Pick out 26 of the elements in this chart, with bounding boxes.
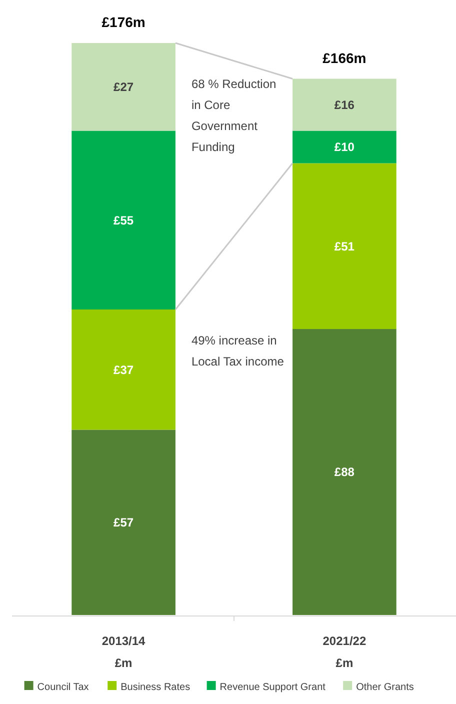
data-label: £57 [114, 516, 134, 530]
bar [292, 329, 396, 615]
bar [72, 310, 176, 430]
data-label: £88 [334, 465, 355, 480]
data-label: £10 [334, 140, 355, 154]
legend-label: Business Rates [120, 682, 190, 693]
total-label: £176m [102, 14, 146, 30]
data-label: £37 [114, 362, 134, 377]
data-label: £55 [114, 213, 134, 228]
annotation: 68 % Reduction in Core Government Funding [191, 77, 276, 154]
legend-label: Council Tax [37, 682, 89, 693]
annotation: 49% increase in Local Tax income [191, 334, 284, 368]
bar [72, 430, 176, 615]
x-tick-label: 2021/22 £m [322, 634, 366, 670]
total-label: £166m [322, 50, 366, 66]
data-label: £27 [114, 80, 134, 94]
bar [72, 43, 176, 131]
data-label: £51 [334, 239, 355, 254]
x-tick-label: 2013/14 £m [102, 634, 146, 670]
legend-label: Other Grants [356, 682, 414, 693]
data-label: £16 [334, 98, 355, 112]
bar [292, 78, 396, 131]
legend-label: Revenue Support Grant [220, 682, 326, 693]
bar [72, 130, 176, 310]
bar [292, 130, 396, 164]
bar [292, 163, 396, 329]
